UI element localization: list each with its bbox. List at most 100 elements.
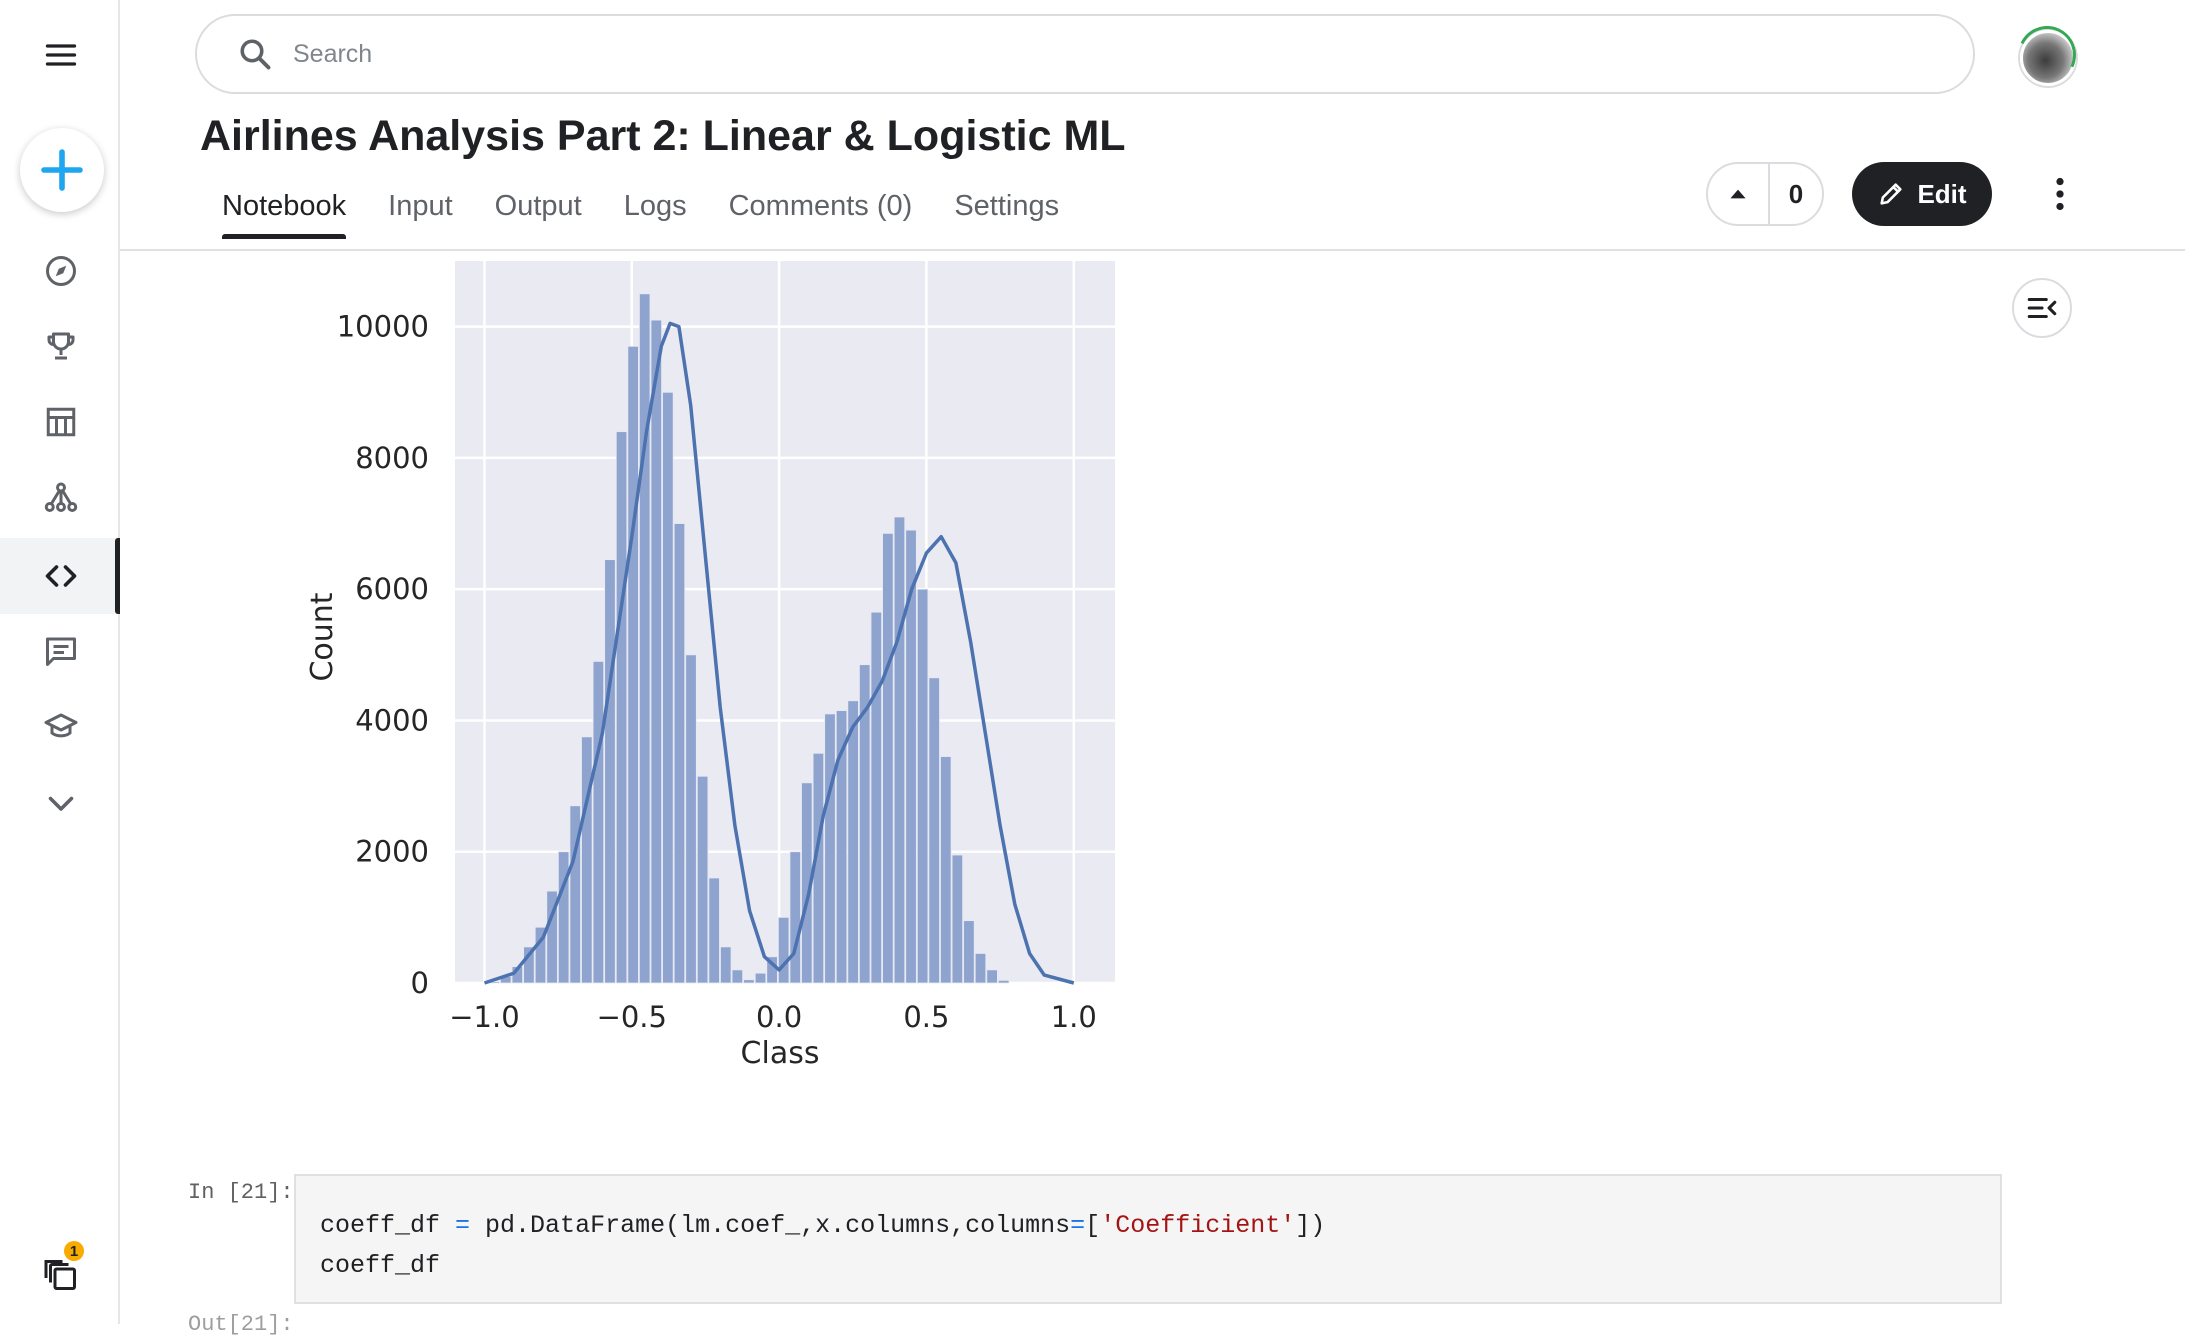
histogram-bar (696, 775, 709, 984)
code-token: = (455, 1211, 471, 1240)
histogram-bar (940, 756, 952, 984)
histogram-bar (673, 523, 686, 984)
histogram-bar (604, 559, 616, 984)
y-tick-label: 2000 (355, 835, 429, 869)
code-cell[interactable]: coeff_df = pd.DataFrame(lm.coef_,x.colum… (294, 1174, 2002, 1304)
histogram-bar (789, 851, 801, 984)
histogram-bar (557, 851, 570, 984)
histogram-bar (546, 890, 558, 984)
histogram-bar (986, 969, 998, 984)
tab-logs[interactable]: Logs (623, 190, 687, 222)
search-bar[interactable] (195, 14, 1975, 94)
x-tick-label: −1.0 (449, 1000, 519, 1034)
more-options-icon[interactable] (2046, 172, 2074, 216)
active-indicator (115, 538, 120, 614)
histogram-bar (882, 532, 894, 984)
table-icon[interactable] (42, 403, 80, 441)
x-tick-label: 0.0 (756, 1000, 802, 1034)
histogram-bar (916, 588, 929, 984)
create-button[interactable] (20, 128, 104, 212)
pencil-icon (1880, 183, 1903, 205)
kde-line (483, 321, 1075, 985)
caret-up-icon (1730, 189, 1746, 199)
histogram-bar (534, 926, 547, 984)
tab-output[interactable]: Output (494, 190, 582, 222)
histogram-bar (997, 979, 1010, 984)
x-tick-label: 0.5 (903, 1000, 949, 1034)
histogram-bar (824, 713, 836, 984)
sidebar: 1 (0, 0, 120, 1324)
header-divider (120, 249, 2185, 251)
edit-button[interactable]: Edit (1852, 162, 1992, 226)
histogram-bar (592, 660, 605, 984)
histogram-bar (951, 854, 964, 984)
output-prompt: Out[21]: (188, 1312, 294, 1337)
notebook-tabs: Notebook Input Output Logs Comments (0) … (222, 190, 1101, 239)
code-token: coeff_df (320, 1211, 456, 1240)
comments-icon[interactable] (42, 632, 80, 670)
tab-input[interactable]: Input (388, 190, 453, 222)
y-tick-label: 4000 (355, 703, 429, 737)
code-token: coeff_df (320, 1251, 441, 1280)
histogram-bar (685, 654, 697, 984)
histogram-bar (870, 611, 882, 984)
x-tick-label: 1.0 (1051, 1000, 1097, 1034)
histogram-bar (777, 916, 790, 984)
histogram-bar (893, 516, 906, 984)
y-tick-label: 8000 (355, 441, 429, 475)
code-token: = (1070, 1211, 1086, 1240)
compass-icon[interactable] (42, 252, 80, 290)
histogram-bar (708, 877, 720, 984)
histogram-bar (754, 972, 767, 984)
active-row-highlight (0, 538, 118, 614)
notification-badge: 1 (64, 1241, 84, 1261)
tab-comments[interactable]: Comments (0) (728, 190, 913, 222)
models-icon[interactable] (42, 479, 80, 517)
search-icon (240, 39, 271, 70)
learn-icon[interactable] (42, 708, 80, 746)
cell-prompt: In [21]: (188, 1180, 294, 1205)
trophy-icon[interactable] (42, 327, 80, 365)
code-line: coeff_df (320, 1246, 1976, 1286)
vote-count: 0 (1788, 178, 1804, 209)
histogram-bar (720, 946, 732, 984)
menu-icon[interactable] (42, 36, 80, 74)
histogram-bar (835, 710, 848, 984)
recently-viewed-icon[interactable] (42, 1256, 80, 1294)
histogram-bar (615, 431, 628, 984)
histogram-bar (523, 946, 535, 984)
x-tick-label: −0.5 (597, 1000, 667, 1034)
chevron-down-icon[interactable] (42, 784, 80, 822)
histogram-bar (743, 979, 755, 984)
histogram-bar (847, 700, 859, 984)
edit-label: Edit (1917, 178, 1967, 209)
histogram-bar (569, 805, 581, 984)
avatar[interactable] (2020, 30, 2076, 86)
search-input[interactable] (291, 38, 1795, 70)
histogram-bar (731, 969, 744, 984)
y-tick-label: 10000 (337, 310, 429, 344)
table-of-contents-button[interactable] (2012, 278, 2072, 338)
y-axis-label: Count (305, 592, 340, 681)
upvote-button[interactable] (1708, 164, 1770, 224)
histogram-bar (662, 391, 674, 984)
histogram-bar (650, 319, 662, 984)
code-token: pd.DataFrame(lm.coef_,x.columns,columns (470, 1211, 1071, 1240)
class-histogram-chart: −1.0 −0.5 0.0 0.5 1.0 0 2000 4000 6000 8000 10000 C… (305, 261, 1115, 1071)
toc-icon (2027, 297, 2057, 319)
code-token: 'Coefficient' (1100, 1211, 1296, 1240)
histogram-bar (859, 664, 871, 984)
y-tick-label: 0 (411, 966, 429, 1000)
y-tick-label: 6000 (355, 572, 429, 606)
histogram-bar (639, 293, 651, 984)
tab-notebook[interactable]: Notebook (222, 190, 347, 239)
tab-settings[interactable]: Settings (954, 190, 1060, 222)
code-token: [ (1085, 1211, 1101, 1240)
plot-background (455, 261, 1115, 983)
code-icon[interactable] (42, 557, 80, 595)
code-token: ]) (1295, 1211, 1326, 1240)
vote-widget: 0 (1706, 162, 1824, 226)
histogram-bar (963, 920, 975, 984)
plus-icon (41, 149, 83, 191)
histogram-bar (928, 677, 940, 984)
